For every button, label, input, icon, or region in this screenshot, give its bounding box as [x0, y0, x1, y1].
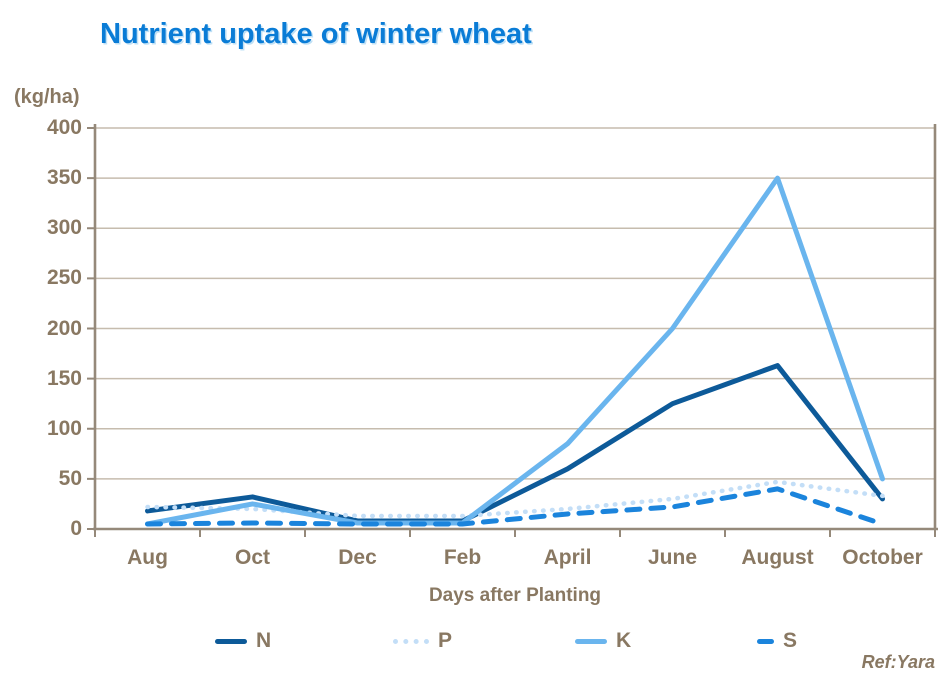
- legend-line-dash-icon: [757, 638, 774, 644]
- x-tick-label-feb: Feb: [443, 546, 482, 569]
- chart-plot-area: [87, 124, 938, 537]
- x-tick-label-october: October: [842, 546, 923, 569]
- legend-label-p: P: [438, 629, 453, 652]
- x-tick-label-dec: Dec: [338, 546, 377, 569]
- series-line-S: [145, 486, 885, 527]
- x-tick-label-april: April: [543, 546, 592, 569]
- legend-line-solid-dark-icon: [215, 638, 247, 644]
- y-tick-label-350: 350: [46, 166, 82, 190]
- y-tick-label-50: 50: [58, 466, 82, 490]
- legend-label-s: S: [783, 629, 798, 652]
- x-tick-label-june: June: [647, 546, 697, 569]
- legend-line-solid-light-icon: [575, 638, 607, 644]
- x-tick-label-august: August: [741, 546, 814, 569]
- y-tick-label-300: 300: [46, 216, 82, 240]
- series-line-P: [145, 479, 885, 519]
- legend-item-p: P: [393, 628, 452, 654]
- x-tick-label-aug: Aug: [127, 546, 168, 569]
- legend-label-n: N: [256, 629, 272, 652]
- series-line-N: [145, 363, 885, 524]
- x-axis-title: Days after Planting: [428, 585, 602, 606]
- y-axis-unit-label: (kg/ha): [14, 86, 80, 108]
- chart-title: Nutrient uptake of winter wheat: [100, 18, 532, 50]
- legend-item-k: K: [575, 628, 631, 654]
- y-tick-label-200: 200: [46, 316, 82, 340]
- y-tick-label-100: 100: [46, 416, 82, 440]
- legend-line-dotted-icon: [393, 638, 429, 644]
- y-tick-label-400: 400: [46, 116, 82, 139]
- y-tick-label-250: 250: [46, 266, 82, 290]
- x-tick-label-oct: Oct: [234, 546, 270, 569]
- legend-label-k: K: [616, 629, 632, 652]
- y-tick-label-150: 150: [46, 366, 82, 390]
- series-line-K: [145, 175, 885, 527]
- legend-item-n: N: [215, 628, 271, 654]
- y-tick-label-0: 0: [70, 517, 82, 540]
- legend-item-s: S: [757, 628, 797, 654]
- reference-credit: Ref:Yara: [861, 652, 935, 672]
